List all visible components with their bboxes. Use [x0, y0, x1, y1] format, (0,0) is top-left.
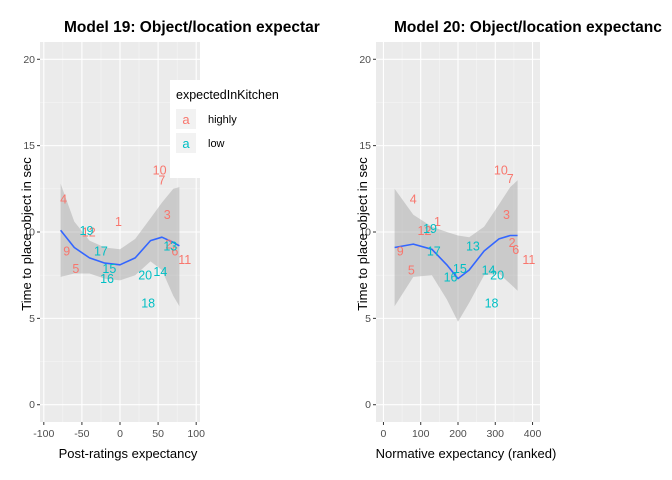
point-label: 7 — [507, 172, 514, 186]
point-label: 13 — [163, 239, 177, 253]
x-tick-label: 0 — [381, 428, 387, 440]
y-tick-label: 5 — [29, 313, 35, 325]
chart-model-20: 0 100 200 300 400051015204951121073261119171… — [355, 19, 662, 461]
point-label: 11 — [522, 253, 535, 267]
y-tick-label: 10 — [23, 227, 35, 239]
y-axis-label: Time to place object in sec — [355, 157, 370, 311]
point-label: 16 — [444, 270, 458, 284]
point-label: 9 — [397, 245, 404, 259]
point-label: 1 — [115, 215, 122, 229]
point-label: 13 — [466, 239, 480, 253]
point-label: 15 — [453, 262, 467, 276]
x-tick-label: 200 — [449, 428, 467, 440]
point-label: 9 — [63, 245, 70, 259]
y-tick-label: 20 — [23, 54, 35, 66]
point-label: 16 — [100, 272, 114, 286]
x-axis-label: Post-ratings expectancy — [59, 446, 198, 461]
chart-title: Model 19: Object/location expectar — [64, 19, 320, 36]
point-label: 3 — [164, 208, 171, 222]
y-tick-label: 0 — [365, 399, 371, 411]
x-tick-label: 100 — [187, 428, 205, 440]
y-tick-label: 20 — [359, 54, 371, 66]
y-tick-label: 15 — [23, 140, 35, 152]
legend-key-highly — [176, 109, 196, 129]
point-label: 17 — [427, 245, 441, 259]
point-label: 10 — [494, 163, 508, 177]
point-label: 4 — [60, 193, 67, 207]
y-tick-label: 0 — [29, 399, 35, 411]
y-tick-label: 15 — [359, 140, 371, 152]
point-label: 2 — [165, 238, 172, 252]
point-label: 17 — [94, 245, 108, 259]
point-label: 4 — [410, 193, 417, 207]
point-label: 18 — [141, 296, 155, 310]
point-label: 20 — [490, 269, 504, 283]
point-label: 18 — [485, 296, 499, 310]
point-label: 14 — [153, 265, 167, 279]
point-label: 7 — [158, 174, 165, 188]
point-label: 10 — [153, 163, 167, 177]
point-label: 12 — [82, 226, 96, 240]
x-tick-label: 50 — [152, 428, 164, 440]
point-label: 19 — [423, 222, 437, 236]
y-tick-label: 5 — [365, 313, 371, 325]
point-label: 11 — [178, 253, 191, 267]
x-axis-label: Normative expectancy (ranked) — [376, 446, 557, 461]
legend-key-low — [176, 133, 196, 153]
x-tick-label: -50 — [74, 428, 89, 440]
legend-glyph-highly: a — [182, 112, 190, 127]
point-label: 14 — [482, 264, 496, 278]
point-label: 2 — [509, 236, 516, 250]
point-label: 12 — [418, 224, 432, 238]
point-label: 1 — [434, 215, 441, 229]
point-label: 5 — [72, 262, 79, 276]
legend-item-highly: a highly — [176, 109, 237, 129]
legend-background — [170, 80, 340, 178]
smooth-line — [59, 229, 180, 266]
confidence-ribbon — [394, 180, 518, 322]
legend-item-low: a low — [176, 133, 225, 153]
legend-label-highly: highly — [208, 114, 237, 126]
x-tick-label: -100 — [33, 428, 54, 440]
point-label: 20 — [138, 269, 152, 283]
point-label: 3 — [503, 208, 510, 222]
point-label: 15 — [102, 262, 116, 276]
confidence-ribbon — [60, 183, 180, 307]
smooth-line — [394, 234, 518, 280]
legend-label-low: low — [208, 138, 225, 150]
legend: expectedInKitchen a highly a low — [170, 80, 340, 178]
point-label: 6 — [512, 243, 519, 257]
x-tick-label: 100 — [412, 428, 430, 440]
plot-area: 0 100 200 300 400051015204951121073261119171… — [359, 42, 541, 440]
legend-title: expectedInKitchen — [176, 88, 279, 102]
point-label: 19 — [80, 224, 94, 238]
chart-title: Model 20: Object/location expectanc — [394, 19, 662, 36]
x-tick-label: 300 — [487, 428, 505, 440]
y-axis-label: Time to place object in sec — [19, 157, 34, 311]
x-tick-label: 400 — [524, 428, 542, 440]
point-label: 6 — [171, 245, 178, 259]
y-tick-label: 10 — [359, 227, 371, 239]
legend-glyph-low: a — [182, 136, 190, 151]
x-tick-label: 0 — [117, 428, 123, 440]
point-label: 5 — [408, 264, 415, 278]
